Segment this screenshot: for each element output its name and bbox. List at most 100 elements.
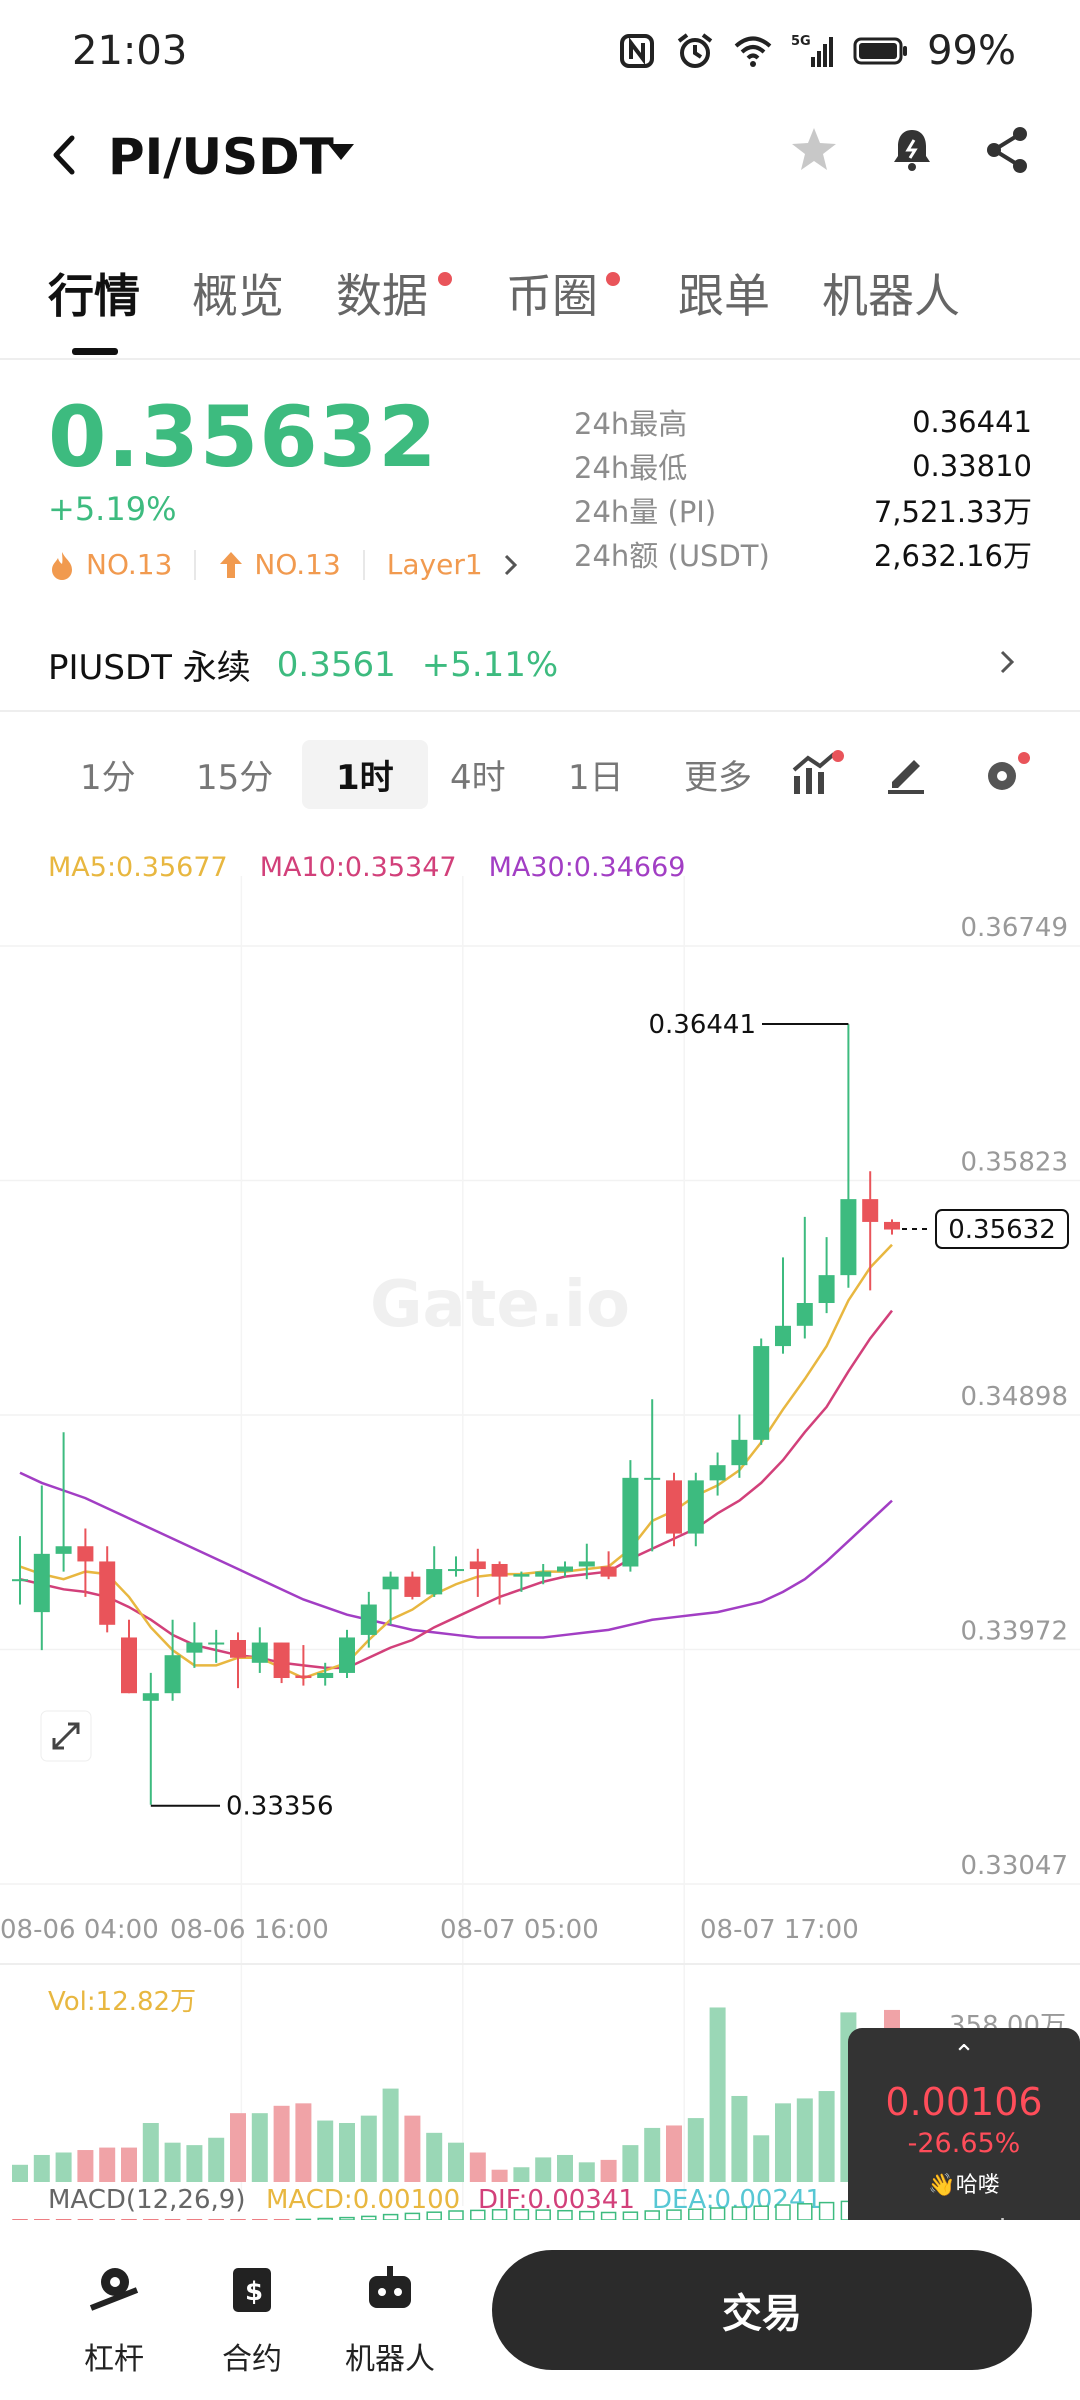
back-icon[interactable] <box>44 130 84 180</box>
chevron-right-icon[interactable] <box>501 550 521 580</box>
interval-15m[interactable]: 15分 <box>196 758 274 798</box>
contract-label: 合约 <box>222 2342 282 2377</box>
macd-bar <box>404 2212 421 2221</box>
last-price-box <box>935 1209 1069 1250</box>
volume-bar <box>99 2147 116 2182</box>
candle-body <box>426 1569 443 1595</box>
interval-1h[interactable]: 1时 <box>302 740 428 809</box>
macd-bar <box>688 2208 704 2221</box>
tab-bot[interactable]: 机器人 <box>822 269 960 323</box>
pair-title[interactable]: PI/USDT <box>108 128 334 186</box>
volume-bar <box>426 2132 443 2182</box>
status-icons: 5G 99% <box>617 28 1016 74</box>
tab-active-indicator <box>72 348 118 355</box>
settings-gear-icon[interactable] <box>980 750 1032 798</box>
candle-body <box>55 1546 72 1554</box>
interval-1d[interactable]: 1日 <box>568 758 624 798</box>
perpetual-row[interactable]: PIUSDT 永续 0.3561 +5.11% <box>48 640 558 689</box>
stat-label: 24h最低 <box>574 451 688 485</box>
perp-price: 0.3561 <box>276 644 396 685</box>
widget-change: -26.65% <box>907 2128 1021 2159</box>
volume-bar <box>317 2120 334 2182</box>
price-chart[interactable]: Gate.io 0.36749 0.35823 0.34898 0.33972 0.330… <box>0 836 1080 2226</box>
leverage-icon <box>89 2268 139 2311</box>
widget-price: 0.00106 <box>885 2080 1043 2124</box>
volume-bar <box>186 2145 203 2182</box>
macd-bar <box>426 2211 442 2221</box>
interval-1m[interactable]: 1分 <box>80 758 136 798</box>
candle-body <box>12 1579 28 1582</box>
volume-bar <box>491 2169 508 2182</box>
collapse-chevron-icon[interactable]: ⌃ <box>953 2040 975 2070</box>
draw-pen-icon[interactable] <box>884 750 928 796</box>
candle-body <box>99 1561 116 1625</box>
pair-dropdown-icon[interactable] <box>328 144 354 160</box>
macd-bar <box>579 2210 595 2221</box>
candle-body <box>208 1642 225 1645</box>
volume-bar <box>775 2103 791 2182</box>
candle-body <box>317 1672 334 1679</box>
robot-button[interactable]: 机器人 <box>330 2260 450 2378</box>
pair-header: PI/USDT <box>0 110 1080 200</box>
indicator-icon[interactable] <box>790 750 846 798</box>
hot-rank[interactable]: NO.13 <box>86 548 173 581</box>
macd-bar <box>644 2210 660 2221</box>
macd-title: MACD(12,26,9) <box>48 2185 245 2215</box>
tab-data[interactable]: 数据 <box>336 269 428 323</box>
rank-tags: NO.13 NO.13 Layer1 <box>48 548 521 581</box>
candle-body <box>578 1561 595 1567</box>
battery-percent: 99% <box>927 28 1016 74</box>
main-tabs: 行情 概览 数据 币圈 跟单 机器人 <box>0 260 1080 360</box>
contract-button[interactable]: $ 合约 <box>192 2260 312 2378</box>
volume-label: Vol:12.82万 <box>48 1987 196 2017</box>
widget-token-name: 👋哈喽 <box>848 2167 1080 2199</box>
volume-bar <box>666 2125 682 2182</box>
share-icon[interactable] <box>980 122 1036 178</box>
signal-5g-icon: 5G <box>791 34 834 67</box>
ma30-label: MA30:0.34669 <box>488 852 686 883</box>
gainer-rank[interactable]: NO.13 <box>254 548 341 581</box>
status-bar: 21:03 5G 99% <box>0 0 1080 100</box>
tab-market[interactable]: 行情 <box>48 269 140 323</box>
x-tick-label: 08-07 05:00 <box>440 1915 599 1945</box>
candle-body <box>709 1465 726 1481</box>
star-icon[interactable] <box>786 122 842 178</box>
interval-4h[interactable]: 4时 <box>450 758 506 798</box>
alarm-icon <box>677 33 713 68</box>
y-tick-label: 0.35823 <box>960 1148 1068 1178</box>
ma10-line <box>19 1309 893 1670</box>
volume-bar <box>360 2115 377 2182</box>
tab-overview[interactable]: 概览 <box>192 269 284 323</box>
tab-copy-trade[interactable]: 跟单 <box>678 269 770 323</box>
expand-chart-icon[interactable] <box>40 1710 92 1762</box>
volume-bar <box>535 2157 552 2182</box>
ma5-label: MA5:0.35677 <box>48 852 228 883</box>
candle-body <box>164 1655 181 1694</box>
volume-bar <box>251 2113 268 2182</box>
tab-community[interactable]: 币圈 <box>506 269 598 323</box>
volume-bar <box>121 2147 137 2182</box>
macd-bar <box>818 2201 835 2221</box>
volume-bar <box>273 2105 290 2182</box>
last-price-label: 0.35632 <box>948 1215 1056 1245</box>
candle-body <box>535 1571 552 1577</box>
stat-label: 24h量 (PI) <box>574 495 717 529</box>
stat-label: 24h最高 <box>574 407 688 441</box>
candle-body <box>840 1199 857 1276</box>
candle-body <box>121 1637 137 1694</box>
ma-legend: MA5:0.35677 MA10:0.35347 MA30:0.34669 <box>48 852 685 883</box>
macd-bar <box>339 2216 355 2221</box>
trade-button[interactable]: 交易 <box>492 2250 1032 2370</box>
macd-bar <box>470 2209 486 2221</box>
sector-tag[interactable]: Layer1 <box>386 548 483 581</box>
volume-bar <box>448 2142 464 2182</box>
alert-bell-icon[interactable] <box>884 122 940 178</box>
stat-value: 0.33810 <box>912 449 1032 483</box>
candle-body <box>142 1693 159 1701</box>
candle-body <box>775 1325 791 1347</box>
perp-chevron-right-icon[interactable] <box>996 646 1020 678</box>
volume-bar <box>731 2095 748 2182</box>
leverage-button[interactable]: 杠杆 <box>54 2260 174 2378</box>
interval-more[interactable]: 更多 <box>684 758 752 798</box>
rise-arrow-icon <box>220 551 243 578</box>
